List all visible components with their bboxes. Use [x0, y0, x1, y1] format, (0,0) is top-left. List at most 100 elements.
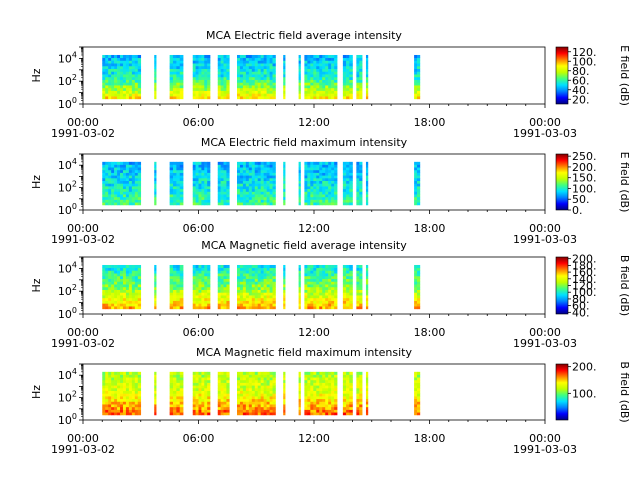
heatmap-cell [346, 404, 350, 408]
heatmap-cell [414, 303, 418, 307]
heatmap-cell [283, 172, 286, 176]
heatmap-cell [245, 74, 250, 78]
heatmap-cell [313, 71, 317, 75]
heatmap-cell [108, 183, 112, 187]
heatmap-cell [342, 82, 347, 86]
heatmap-cell [346, 183, 350, 187]
heatmap-cell [172, 289, 177, 293]
heatmap-cell [169, 374, 174, 378]
heatmap-cell [114, 76, 118, 80]
heatmap-cell [125, 406, 130, 410]
heatmap-cell [242, 306, 247, 310]
heatmap-cell [365, 390, 369, 394]
heatmap-cell [223, 180, 227, 184]
heatmap-cell [319, 76, 323, 80]
heatmap-cell [260, 161, 264, 165]
heatmap-cell [266, 297, 270, 301]
heatmap-cell [114, 63, 118, 67]
heatmap-cell [356, 292, 360, 296]
heatmap-cell [154, 284, 157, 288]
heatmap-cell [334, 68, 338, 72]
heatmap-cell [195, 63, 199, 67]
heatmap-cell [114, 406, 118, 410]
heatmap-cell [242, 194, 247, 198]
heatmap-cell [416, 300, 421, 304]
heatmap-cell [198, 292, 202, 296]
heatmap-cell [207, 178, 211, 181]
heatmap-cell [298, 278, 301, 282]
heatmap-cell [334, 172, 338, 176]
heatmap-cell [328, 273, 332, 277]
heatmap-cell [251, 186, 256, 190]
heatmap-cell [304, 393, 308, 397]
heatmap-cell [349, 87, 353, 91]
heatmap-cell [254, 270, 259, 274]
heatmap-cell [242, 297, 247, 301]
heatmap-cell [269, 264, 273, 269]
heatmap-cell [131, 390, 136, 394]
heatmap-cell [307, 281, 311, 285]
heatmap-cell [201, 87, 205, 91]
heatmap-cell [307, 85, 311, 89]
heatmap-cell [304, 275, 308, 279]
heatmap-cell [176, 180, 181, 184]
heatmap-cell [128, 74, 133, 78]
heatmap-cell [223, 202, 227, 206]
heatmap-cell [342, 68, 347, 72]
heatmap-cell [217, 409, 221, 413]
heatmap-cell [319, 172, 323, 176]
heatmap-cell [263, 379, 267, 383]
heatmap-cell [251, 199, 256, 203]
heatmap-cell [254, 85, 259, 89]
heatmap-cell [365, 90, 369, 94]
heatmap-cell [128, 194, 133, 198]
heatmap-cell [356, 374, 360, 378]
heatmap-cell [105, 264, 109, 269]
heatmap-cell [134, 169, 139, 173]
heatmap-cell [322, 264, 326, 269]
panel-4: MCA Magnetic field maximum intensity1001… [30, 346, 631, 456]
heatmap-cell [304, 186, 308, 190]
heatmap-cell [134, 60, 139, 64]
heatmap-cell [134, 54, 139, 59]
heatmap-cell [266, 275, 270, 279]
heatmap-cell [105, 180, 109, 184]
heatmap-cell [307, 264, 311, 269]
heatmap-cell [137, 281, 142, 285]
heatmap-cell [254, 199, 259, 203]
heatmap-cell [201, 93, 205, 97]
heatmap-cell [131, 54, 136, 59]
heatmap-cell [195, 289, 199, 293]
heatmap-cell [207, 388, 211, 391]
heatmap-cell [226, 409, 230, 413]
heatmap-cell [217, 188, 221, 192]
heatmap-cell [226, 164, 230, 168]
heatmap-cell [313, 390, 317, 394]
heatmap-cell [128, 188, 133, 192]
heatmap-cell [365, 404, 369, 408]
heatmap-cell [319, 199, 323, 203]
heatmap-cell [239, 295, 244, 299]
heatmap-cell [172, 406, 177, 410]
heatmap-cell [359, 406, 363, 410]
heatmap-cell [239, 284, 244, 288]
heatmap-cell [176, 60, 181, 64]
heatmap-cell [322, 188, 326, 192]
heatmap-cell [102, 183, 106, 187]
heatmap-cell [114, 404, 118, 408]
heatmap-cell [365, 65, 369, 69]
heatmap-cell [245, 398, 250, 402]
heatmap-cell [349, 401, 353, 405]
heatmap-cell [304, 65, 308, 69]
heatmap-cell [137, 87, 142, 91]
heatmap-cell [204, 191, 208, 195]
heatmap-cell [169, 281, 174, 285]
heatmap-cell [105, 199, 109, 203]
heatmap-cell [128, 273, 133, 277]
heatmap-cell [313, 281, 317, 285]
heatmap-cell [102, 96, 106, 100]
heatmap-cell [125, 186, 130, 190]
heatmap-cell [169, 297, 174, 301]
heatmap-cell [334, 76, 338, 80]
heatmap-cell [239, 297, 244, 301]
